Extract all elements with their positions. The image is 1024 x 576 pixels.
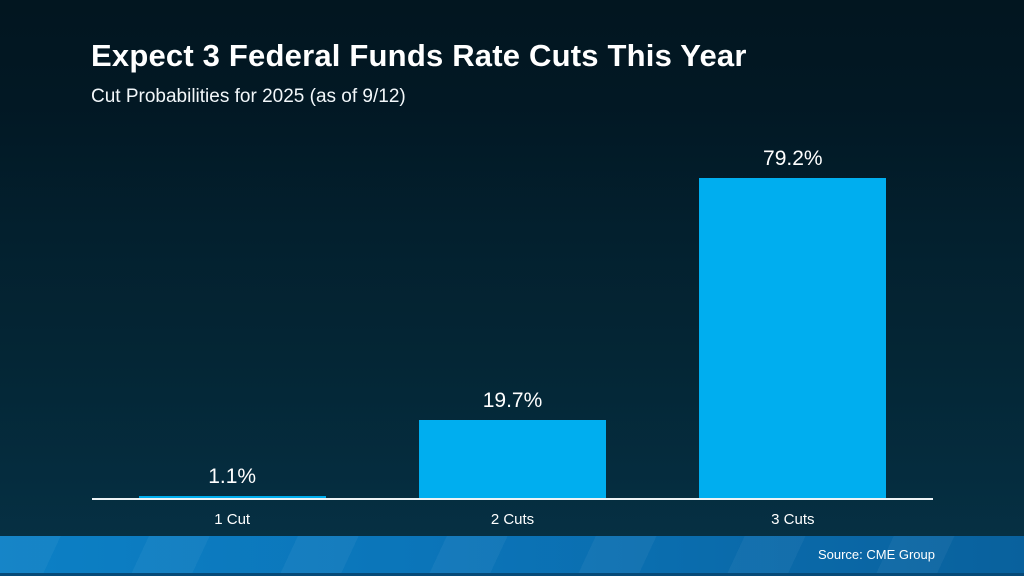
source-label: Source: CME Group <box>817 547 935 562</box>
bar-value-label: 1.1% <box>208 465 257 488</box>
chart-title: Expect 3 Federal Funds Rate Cuts This Ye… <box>91 38 747 73</box>
footer-bar: Source: CME Group <box>0 536 1024 576</box>
bar-group: 19.7% <box>372 389 652 500</box>
category-label: 3 Cuts <box>771 511 815 528</box>
x-axis-line <box>92 498 933 500</box>
chart-subtitle: Cut Probabilities for 2025 (as of 9/12) <box>91 86 406 107</box>
bars-container: 1.1% 19.7% 79.2% <box>92 94 933 500</box>
category-label: 1 Cut <box>214 511 251 528</box>
category-labels: 1 Cut 2 Cuts 3 Cuts <box>92 503 933 528</box>
bar-chart: 1.1% 19.7% 79.2% 1 Cut 2 Cuts 3 Cuts <box>92 94 933 528</box>
category-label: 2 Cuts <box>490 511 535 528</box>
bar <box>418 420 606 500</box>
bar <box>699 178 887 500</box>
bar-group: 79.2% <box>653 147 933 500</box>
bar-value-label: 79.2% <box>763 147 823 170</box>
bar-value-label: 19.7% <box>482 389 543 412</box>
bar-group: 1.1% <box>92 465 372 500</box>
